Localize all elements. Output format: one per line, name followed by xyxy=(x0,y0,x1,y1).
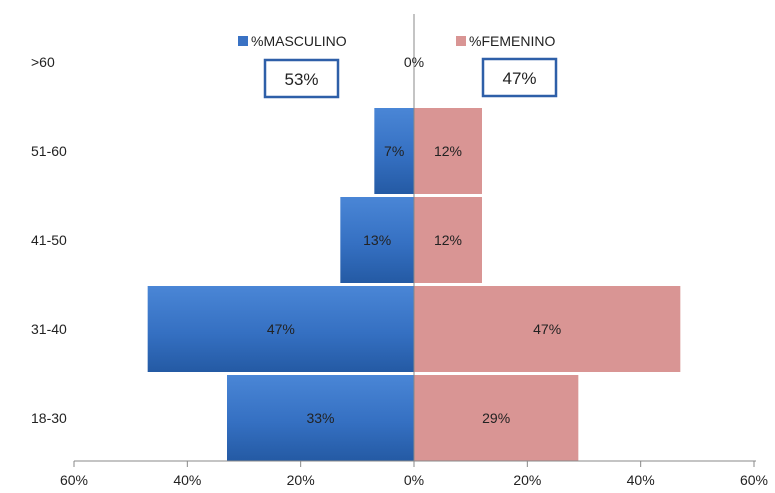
legend-item-femenino: %FEMENINO xyxy=(456,33,555,49)
data-label-femenino-41-50: 12% xyxy=(434,232,462,248)
bar-masculino-41-50 xyxy=(340,197,414,283)
bars-femenino xyxy=(414,108,681,461)
data-label-zero-60: 0% xyxy=(404,54,424,70)
bar-femenino-31-40 xyxy=(414,286,681,372)
category-label-51-60: 51-60 xyxy=(31,143,67,159)
bars-masculino xyxy=(147,108,414,461)
x-tick-label-3: 0% xyxy=(404,472,424,488)
total-masculino: 53% xyxy=(284,70,318,89)
total-femenino: 47% xyxy=(502,69,536,88)
x-tick-label-0: 60% xyxy=(60,472,88,488)
category-label-18-30: 18-30 xyxy=(31,410,67,426)
category-label-41-50: 41-50 xyxy=(31,232,67,248)
category-label-60: >60 xyxy=(31,54,55,70)
category-label-31-40: 31-40 xyxy=(31,321,67,337)
bar-masculino-31-40 xyxy=(147,286,414,372)
bar-masculino-51-60 xyxy=(374,108,414,194)
legend: %MASCULINO %FEMENINO xyxy=(238,33,555,49)
legend-item-masculino: %MASCULINO xyxy=(238,33,347,49)
data-label-femenino-31-40: 47% xyxy=(533,321,561,337)
x-tick-label-2: 20% xyxy=(287,472,315,488)
data-label-masculino-31-40: 47% xyxy=(267,321,295,337)
data-label-masculino-18-30: 33% xyxy=(306,410,334,426)
x-tick-label-6: 60% xyxy=(740,472,768,488)
legend-swatch-masculino xyxy=(238,36,248,46)
category-labels: >60 51-60 41-50 31-40 18-30 xyxy=(31,54,67,426)
total-box-border-masculino xyxy=(263,58,340,99)
data-label-masculino-41-50: 13% xyxy=(363,232,391,248)
total-box-femenino: 47% xyxy=(481,57,558,98)
total-box-border-femenino xyxy=(481,57,558,98)
bar-femenino-51-60 xyxy=(414,108,482,194)
x-tick-label-4: 20% xyxy=(513,472,541,488)
legend-label-femenino: %FEMENINO xyxy=(469,33,555,49)
x-tick-label-5: 40% xyxy=(627,472,655,488)
bar-femenino-41-50 xyxy=(414,197,482,283)
bar-femenino-18-30 xyxy=(414,375,579,461)
legend-swatch-femenino xyxy=(456,36,466,46)
axes: 60% 40% 20% 0% 20% 40% 60% xyxy=(60,14,768,488)
total-box-masculino: 53% xyxy=(263,58,340,99)
data-label-femenino-51-60: 12% xyxy=(434,143,462,159)
data-label-femenino-18-30: 29% xyxy=(482,410,510,426)
data-labels: 7% 12% 13% 12% 47% 47% 33% 29% 0% xyxy=(267,54,561,426)
bar-masculino-18-30 xyxy=(227,375,414,461)
totals: 53% 47% xyxy=(263,57,558,99)
legend-label-masculino: %MASCULINO xyxy=(251,33,347,49)
x-tick-label-1: 40% xyxy=(173,472,201,488)
data-label-masculino-51-60: 7% xyxy=(384,143,404,159)
